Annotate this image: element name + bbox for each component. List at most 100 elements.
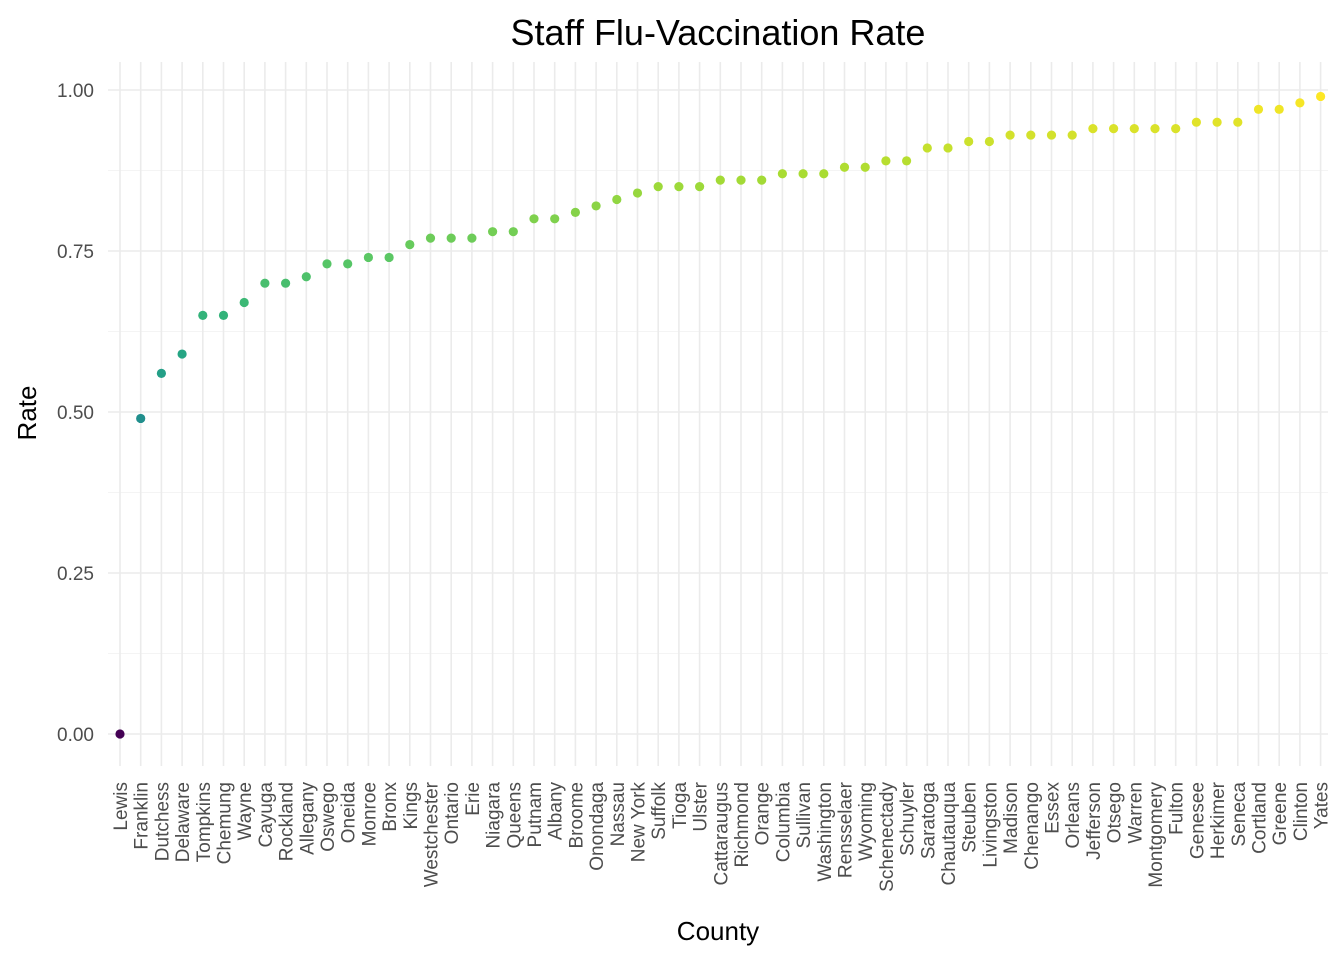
data-point-steuben (964, 136, 974, 147)
x-tick-label: Oneida (339, 782, 360, 844)
data-point-sullivan (798, 169, 808, 179)
data-point-bronx (384, 252, 394, 263)
x-tick-label: Allegany (297, 782, 318, 855)
data-point-lewis (115, 729, 125, 739)
x-tick-label: Chautauqua (939, 782, 960, 886)
major-gridlines (108, 62, 1328, 766)
data-point-madison (1005, 130, 1015, 140)
data-point-greene (1274, 104, 1284, 114)
x-tick-label: Onondaga (587, 782, 608, 871)
x-tick-label: Saratoga (918, 782, 939, 860)
x-tick-label: Tompkins (194, 782, 215, 862)
y-tick-label: 0.25 (57, 564, 94, 585)
data-point-chemung (218, 310, 229, 320)
data-point-genesee (1191, 117, 1201, 127)
x-tick-label: Steuben (960, 782, 981, 853)
data-point-saratoga (922, 143, 932, 153)
chart-title: Staff Flu-Vaccination Rate (511, 12, 926, 53)
data-point-herkimer (1212, 117, 1222, 127)
x-tick-label: Broome (566, 782, 587, 849)
x-axis-title: County (677, 916, 759, 946)
data-point-wyoming (860, 162, 870, 172)
data-point-fulton (1171, 124, 1181, 134)
data-point-yates (1316, 91, 1326, 102)
x-tick-label: Nassau (608, 782, 629, 846)
x-tick-label: Lewis (111, 782, 132, 831)
data-point-broome (570, 207, 581, 217)
x-tick-label: Schuyler (898, 781, 919, 856)
x-tick-label: Madison (1001, 782, 1022, 854)
data-point-delaware (177, 349, 187, 359)
y-tick-label: 0.75 (57, 242, 94, 263)
data-point-onondaga (591, 201, 601, 211)
x-tick-label: Niagara (484, 782, 505, 849)
x-tick-label: Yates (1312, 782, 1333, 829)
x-tick-label: Ontario (442, 782, 463, 844)
data-point-essex (1046, 130, 1057, 140)
x-tick-label: New York (629, 782, 650, 863)
data-point-chautauqua (943, 143, 953, 153)
data-point-columbia (777, 169, 788, 179)
x-tick-label: Essex (1043, 782, 1064, 834)
data-point-kings (405, 239, 415, 250)
x-tick-label: Richmond (732, 782, 753, 868)
data-point-oneida (343, 259, 353, 269)
data-point-orleans (1067, 130, 1077, 140)
data-point-rockland (281, 278, 291, 288)
x-tick-label: Rockland (277, 782, 298, 861)
x-tick-label: Queens (504, 782, 525, 849)
data-point-seneca (1233, 117, 1243, 127)
data-point-albany (550, 214, 560, 224)
x-tick-label: Montgomery (1146, 782, 1167, 888)
data-point-jefferson (1088, 124, 1098, 134)
data-point-nassau (612, 194, 622, 205)
x-tick-label: Herkimer (1208, 781, 1229, 859)
x-tick-label: Ulster (691, 781, 712, 831)
x-tick-label: Delaware (173, 782, 194, 862)
x-tick-label: Livingston (980, 782, 1001, 868)
x-tick-label: Genesee (1187, 782, 1208, 859)
x-tick-label: Warren (1125, 782, 1146, 844)
x-tick-label: Wayne (235, 782, 256, 840)
x-tick-label: Oswego (318, 782, 339, 852)
x-tick-label: Washington (815, 782, 836, 882)
data-point-schuyler (902, 156, 912, 166)
data-point-putnam (529, 214, 539, 224)
data-point-warren (1129, 124, 1139, 134)
data-point-oswego (322, 259, 332, 269)
y-tick-label: 0.50 (57, 403, 94, 424)
x-tick-label: Westchester (422, 781, 443, 887)
x-tick-label: Clinton (1291, 782, 1312, 841)
x-tick-label: Putnam (525, 782, 546, 847)
data-points (115, 91, 1326, 739)
x-tick-label: Albany (546, 782, 567, 841)
data-point-wayne (239, 297, 249, 308)
y-tick-label: 0.00 (57, 725, 94, 746)
data-point-schenectady (881, 156, 891, 166)
data-point-cortland (1253, 104, 1264, 114)
minor-gridlines (108, 170, 1328, 654)
x-tick-label: Suffolk (649, 782, 670, 840)
x-tick-label: Chenango (1022, 782, 1043, 870)
x-tick-label: Cattaraugus (711, 782, 732, 886)
data-point-washington (819, 169, 829, 179)
data-point-chenango (1026, 130, 1036, 140)
x-tick-label: Bronx (380, 782, 401, 832)
x-tick-label: Jefferson (1084, 782, 1105, 860)
data-point-erie (467, 233, 477, 243)
x-tick-label: Orange (753, 782, 774, 845)
x-tick-label: Orleans (1063, 782, 1084, 849)
data-point-cattaraugus (715, 175, 725, 185)
data-point-queens (508, 227, 518, 237)
y-axis-title: Rate (12, 386, 42, 441)
data-point-ontario (446, 233, 456, 243)
data-point-monroe (363, 252, 373, 263)
x-tick-label: Dutchess (152, 782, 173, 861)
data-point-orange (757, 175, 767, 185)
x-tick-label: Cortland (1250, 782, 1271, 854)
data-point-dutchess (156, 368, 166, 378)
y-axis-tick-labels: 0.00 0.25 0.50 0.75 1.00 (57, 81, 94, 746)
data-point-rensselaer (839, 162, 850, 172)
x-tick-label: Schenectady (877, 782, 898, 892)
